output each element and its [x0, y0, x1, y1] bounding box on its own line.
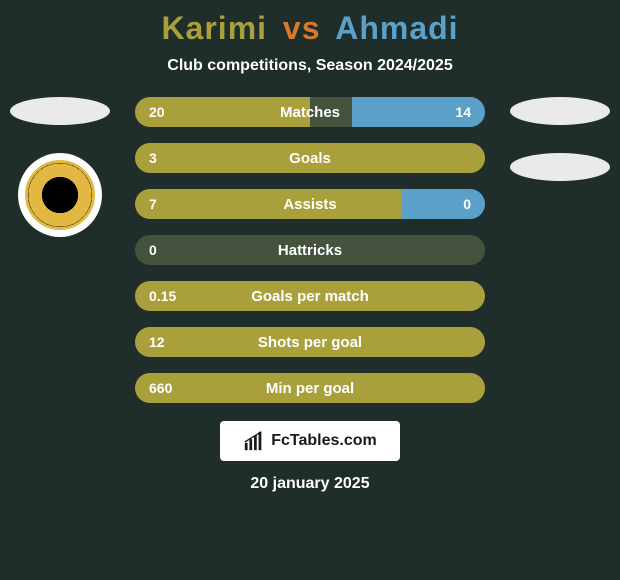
brand-text: FcTables.com	[271, 432, 377, 450]
page-title: Karimi vs Ahmadi	[161, 10, 458, 47]
stat-fill-player1	[135, 189, 401, 219]
stat-fill-player1	[135, 97, 310, 127]
stat-row: Goals3	[135, 143, 485, 173]
brand-badge: FcTables.com	[220, 421, 400, 461]
player2-placeholder-icon	[510, 97, 610, 125]
player1-club-logo	[18, 153, 102, 237]
stats-bars: Matches2014 Goals3 Assists70 Hattricks0 Goal…	[135, 95, 485, 403]
player1-placeholder-icon	[10, 97, 110, 125]
stat-value-player1: 0	[149, 235, 157, 265]
player2-club-placeholder-icon	[510, 153, 610, 181]
stat-fill-player1	[135, 281, 485, 311]
content-area: Matches2014 Goals3 Assists70 Hattricks0 Goal…	[0, 95, 620, 580]
comparison-card: Karimi vs Ahmadi Club competitions, Seas…	[0, 0, 620, 580]
player2-side	[510, 97, 610, 181]
player1-side	[10, 97, 110, 237]
player2-name: Ahmadi	[335, 10, 458, 46]
player1-name: Karimi	[161, 10, 267, 46]
subtitle: Club competitions, Season 2024/2025	[167, 57, 452, 75]
stat-row: Goals per match0.15	[135, 281, 485, 311]
stat-fill-player1	[135, 373, 485, 403]
date-label: 20 january 2025	[0, 475, 620, 493]
stat-fill-player1	[135, 143, 485, 173]
stat-row: Min per goal660	[135, 373, 485, 403]
stat-label: Hattricks	[135, 235, 485, 265]
stat-fill-player1	[135, 327, 485, 357]
stat-fill-player2	[401, 189, 485, 219]
stat-row: Hattricks0	[135, 235, 485, 265]
bar-chart-icon	[243, 430, 265, 452]
sepahan-logo-icon	[25, 160, 95, 230]
stat-row: Shots per goal12	[135, 327, 485, 357]
stat-row: Assists70	[135, 189, 485, 219]
vs-text: vs	[283, 10, 321, 46]
stat-row: Matches2014	[135, 97, 485, 127]
stat-fill-player2	[352, 97, 485, 127]
